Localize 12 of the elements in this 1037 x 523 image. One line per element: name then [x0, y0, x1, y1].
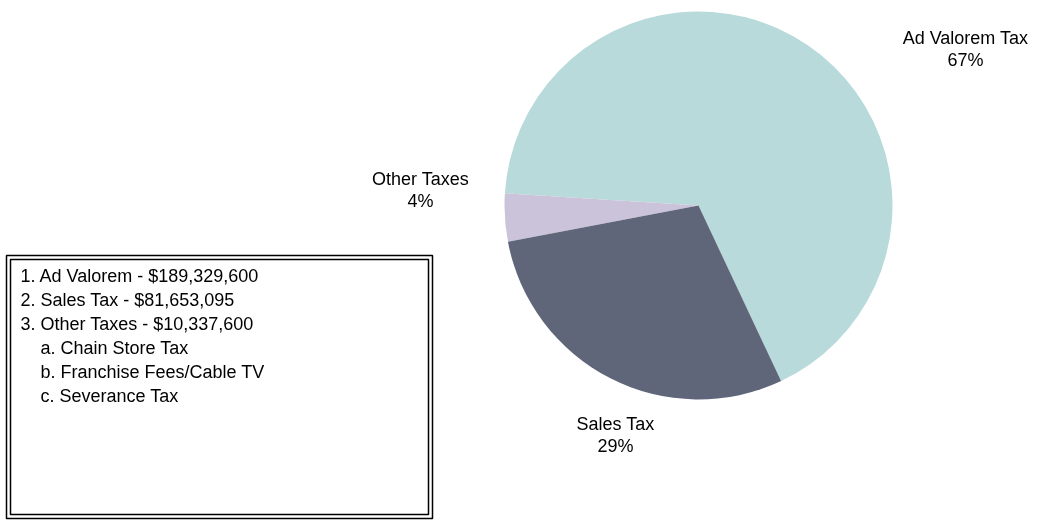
data-label: 29% — [597, 435, 634, 456]
text: c. Severance Tax — [40, 385, 179, 406]
text: 2. Sales Tax - $81,653,095 — [20, 289, 235, 310]
text: a. Chain Store Tax — [40, 337, 189, 358]
slice-label: Ad Valorem Tax — [902, 27, 1029, 48]
slice-label: Other Taxes — [371, 168, 469, 189]
text: 1. Ad Valorem - $189,329,600 — [20, 265, 259, 286]
text: b. Franchise Fees/Cable TV — [40, 361, 265, 382]
data-label: 4% — [407, 190, 434, 211]
data-label: 67% — [947, 49, 984, 70]
slice-label: Sales Tax — [576, 413, 655, 434]
text: 3. Other Taxes - $10,337,600 — [20, 313, 254, 334]
